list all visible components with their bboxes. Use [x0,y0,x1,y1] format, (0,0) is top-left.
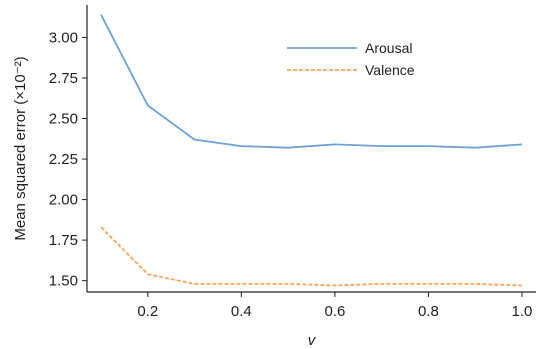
x-ticks: 0.2 0.4 0.6 0.8 1.0 [137,292,532,320]
y-tick-label: 3.00 [49,29,78,46]
y-tick-label: 2.50 [49,111,78,128]
y-axis-label: Mean squared error (×10⁻²) [12,56,29,240]
x-tick-label: 0.8 [418,303,439,320]
y-ticks: 1.50 1.75 2.00 2.25 2.50 2.75 3.00 [49,29,87,290]
axes [86,5,536,293]
y-tick-label: 1.50 [49,273,78,290]
legend-label-valence: Valence [365,62,415,78]
legend: Arousal Valence [287,40,415,78]
series [100,14,523,287]
y-tick-label: 2.75 [49,70,78,87]
x-tick-label: 0.4 [231,303,252,320]
series-line-valence [100,226,523,287]
x-tick-label: 1.0 [512,303,533,320]
y-tick-label: 1.75 [49,232,78,249]
x-tick-label: 0.6 [324,303,345,320]
y-tick-label: 2.00 [49,192,78,209]
y-tick-label: 2.25 [49,151,78,168]
x-tick-label: 0.2 [137,303,158,320]
series-line-arousal [100,14,523,149]
x-axis-label: v [308,332,317,349]
legend-label-arousal: Arousal [365,40,412,56]
